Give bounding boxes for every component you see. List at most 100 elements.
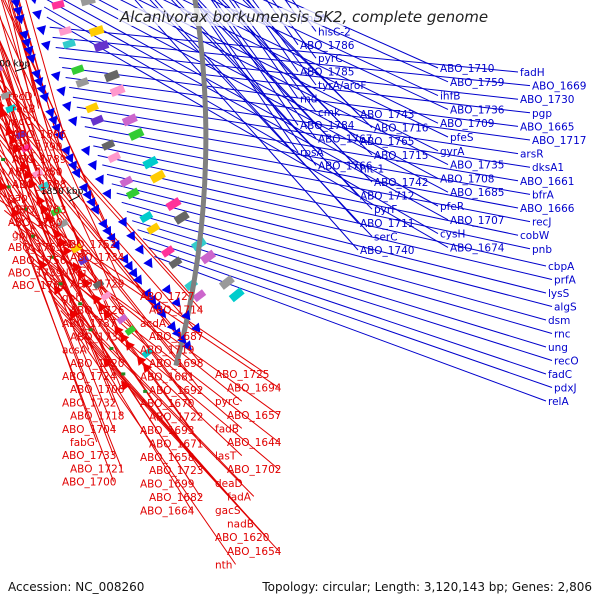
feature-block bbox=[107, 151, 122, 164]
gene-label-forward: gyrA bbox=[440, 146, 465, 158]
gene-arrow bbox=[36, 195, 46, 206]
leader-line-forward bbox=[52, 36, 531, 87]
gene-label-reverse: ABO_1719 bbox=[140, 345, 194, 357]
gene-label-forward: ABO_1785 bbox=[300, 67, 354, 79]
gene-label-reverse: pyrC bbox=[215, 396, 240, 408]
gene-label-reverse: ABO_1724 bbox=[62, 371, 117, 383]
feature-block bbox=[119, 175, 134, 188]
gene-arrow bbox=[39, 92, 49, 103]
feature-block bbox=[103, 69, 120, 83]
gene-label-forward: fadH bbox=[520, 67, 545, 79]
gene-label-forward: recO bbox=[554, 356, 579, 368]
gene-label-reverse: ABO_1722 bbox=[149, 412, 203, 424]
feature-block bbox=[101, 139, 116, 151]
gene-arrow bbox=[103, 357, 113, 368]
feature-block bbox=[109, 84, 126, 98]
feature-block bbox=[218, 274, 235, 290]
kbp-tick-label: 1850 kbp bbox=[41, 187, 84, 197]
gene-label-forward: rnd bbox=[300, 93, 317, 105]
leader-line-reverse bbox=[9, 0, 65, 185]
gene-arrow bbox=[0, 95, 2, 98]
gene-label-forward: ABO_1759 bbox=[450, 77, 504, 89]
map-title: Alcanivorax borkumensis SK2, complete ge… bbox=[118, 8, 491, 26]
gene-label-reverse: ABO_1789 bbox=[12, 154, 66, 166]
leader-line-forward bbox=[231, 0, 439, 97]
gene-label-reverse: ABO_1671 bbox=[149, 438, 203, 450]
gene-label-forward: cbpA bbox=[548, 261, 575, 273]
gene-arrow bbox=[61, 101, 72, 112]
feature-block bbox=[0, 91, 12, 100]
gene-arrow bbox=[80, 145, 90, 156]
gene-label-forward: ABO_1708 bbox=[440, 173, 494, 185]
leader-line-reverse bbox=[0, 14, 61, 223]
gene-label-reverse: ABO_1692 bbox=[149, 385, 203, 397]
gene-arrow bbox=[0, 181, 8, 191]
gene-arrow bbox=[177, 333, 187, 345]
gc-mark bbox=[6, 185, 11, 189]
leader-line-reverse bbox=[0, 192, 267, 375]
leader-line-reverse bbox=[66, 319, 279, 552]
gene-arrow bbox=[103, 309, 113, 321]
gene-label-forward: ABO_1736 bbox=[450, 104, 505, 116]
gene-arrow bbox=[50, 71, 61, 82]
feature-block bbox=[165, 197, 182, 212]
gene-label-reverse: ABO_1706 bbox=[70, 384, 125, 396]
gene-label-reverse: ABO_1752 bbox=[62, 239, 116, 251]
gene-label-reverse: ABO_1737 bbox=[62, 318, 116, 330]
gene-label-forward: rpsA bbox=[300, 147, 324, 159]
leader-line-forward bbox=[142, 238, 547, 375]
gene-label-reverse: ABO_1790 bbox=[8, 141, 62, 153]
feature-block bbox=[192, 289, 207, 303]
gene-arrow bbox=[12, 6, 23, 17]
gene-label-forward: pfeR bbox=[440, 201, 464, 213]
gene-arrow bbox=[45, 212, 54, 223]
gene-label-forward: ABO_1735 bbox=[450, 160, 504, 172]
gene-label-reverse: ABO_1756 bbox=[12, 255, 67, 267]
gene-arrow bbox=[45, 107, 55, 118]
gene-arrow bbox=[121, 380, 131, 391]
gene-label-reverse: ABO_1725 bbox=[215, 369, 269, 381]
leader-line-forward bbox=[232, 0, 317, 113]
feature-block bbox=[228, 287, 245, 303]
leader-line-forward bbox=[80, 116, 531, 195]
leader-line-forward bbox=[69, 86, 519, 155]
feature-block bbox=[173, 210, 190, 225]
gene-arrow bbox=[94, 174, 104, 185]
gene-label-reverse: ABO_1760 bbox=[8, 217, 62, 229]
feature-block bbox=[70, 243, 83, 254]
gene-label-reverse: ABO_1721 bbox=[70, 463, 124, 475]
leader-line-reverse bbox=[0, 139, 201, 391]
gene-label-reverse: fabG bbox=[70, 437, 95, 449]
gene-arrow bbox=[117, 216, 127, 228]
gc-mark bbox=[78, 302, 83, 306]
gene-arrow bbox=[171, 327, 182, 338]
gene-label-forward: hit-1 bbox=[360, 163, 384, 175]
gene-arrow bbox=[90, 204, 99, 215]
leader-line-forward bbox=[119, 0, 449, 166]
leader-line-forward bbox=[154, 256, 547, 402]
gene-label-reverse: ABO_1704 bbox=[62, 424, 117, 436]
gene-label-forward: ABO_1709 bbox=[440, 118, 494, 130]
gene-label-forward: dksA1 bbox=[532, 162, 564, 174]
leader-line-forward bbox=[242, 0, 373, 128]
gene-label-reverse: deaD bbox=[215, 478, 243, 490]
gene-arrow bbox=[14, 14, 25, 25]
gene-arrow bbox=[61, 145, 71, 156]
gene-label-forward: cobW bbox=[520, 230, 550, 242]
gene-label-reverse: ABO_1738 bbox=[70, 331, 124, 343]
gene-label-reverse: recB bbox=[12, 104, 36, 116]
gene-arrow bbox=[56, 86, 66, 97]
gene-arrow bbox=[98, 218, 107, 229]
gene-label-reverse: gpm bbox=[12, 230, 36, 242]
gene-arrow bbox=[143, 257, 153, 269]
gene-arrow bbox=[64, 153, 74, 164]
gene-arrow bbox=[10, 0, 20, 9]
leader-line-forward bbox=[65, 77, 531, 141]
feature-block bbox=[32, 168, 44, 179]
gene-label-reverse: ABO_1806 bbox=[12, 129, 67, 141]
gc-mark bbox=[23, 207, 28, 211]
gene-arrow bbox=[54, 130, 64, 141]
feature-block bbox=[77, 255, 90, 266]
gene-label-forward: pfeS bbox=[450, 132, 474, 144]
feature-block bbox=[128, 127, 145, 141]
